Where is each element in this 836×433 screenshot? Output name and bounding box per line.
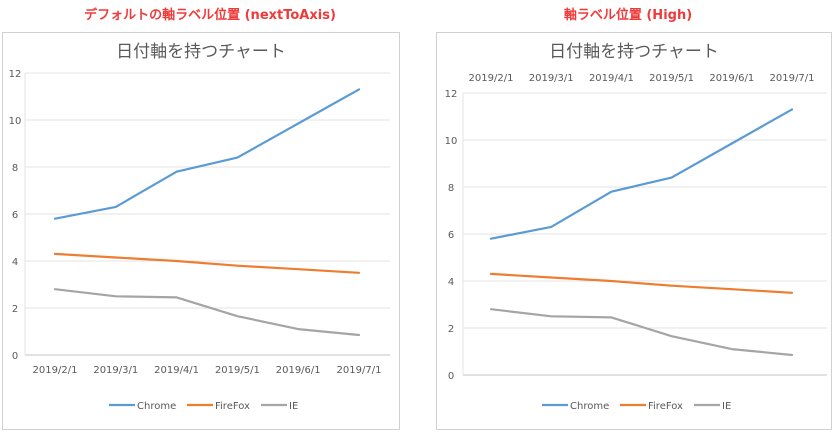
y-tick-label: 4 [448,277,454,288]
y-tick-label: 0 [448,371,454,382]
chart-title: 日付軸を持つチャート [116,42,286,62]
y-tick-label: 2 [12,304,18,315]
x-tick-label: 2019/4/1 [154,365,199,376]
y-tick-label: 8 [12,163,18,174]
x-tick-label: 2019/6/1 [276,365,321,376]
y-tick-label: 6 [12,210,18,221]
series-line-chrome [53,88,361,220]
chart-title: 日付軸を持つチャート [549,42,719,62]
left-caption: デフォルトの軸ラベル位置 (nextToAxis) [84,8,336,23]
series-line-ie [53,288,361,337]
legend-label: IE [289,401,298,412]
x-tick-label: 2019/3/1 [93,365,138,376]
x-tick-label: 2019/2/1 [469,73,514,84]
legend-label: IE [722,401,731,412]
right-caption: 軸ラベル位置 (High) [563,8,693,23]
y-tick-label: 4 [12,257,18,268]
y-tick-label: 10 [445,136,458,147]
series-line-chrome [489,108,794,240]
series-line-ie [489,308,794,357]
y-tick-label: 10 [9,116,22,127]
right-chart-panel: 日付軸を持つチャート 0 2 4 6 8 10 12 2019/2/1 2019/3/1 2019/… [436,32,832,430]
x-tick-label: 2019/3/1 [529,73,574,84]
x-tick-label: 2019/5/1 [215,365,260,376]
y-tick-label: 2 [448,324,454,335]
right-chart: 日付軸を持つチャート 0 2 4 6 8 10 12 2019/2/1 2019/3/1 2019/… [445,42,827,412]
x-tick-label: 2019/5/1 [649,73,694,84]
y-tick-label: 0 [12,351,18,362]
legend-label: Chrome [570,401,609,412]
x-tick-label: 2019/4/1 [589,73,634,84]
y-tick-label: 12 [445,89,458,100]
y-tick-label: 12 [9,69,22,80]
legend-label: FireFox [648,401,683,412]
series-line-firefox [489,272,794,294]
x-tick-label: 2019/7/1 [337,365,382,376]
left-chart: 日付軸を持つチャート 0 2 4 6 8 10 12 2019/2/1 2019/3/1 2019/… [9,42,390,412]
x-tick-label: 2019/2/1 [33,365,78,376]
legend-label: Chrome [137,401,176,412]
legend-label: FireFox [215,401,250,412]
y-tick-label: 6 [448,230,454,241]
series-line-firefox [53,252,361,274]
x-tick-label: 2019/6/1 [709,73,754,84]
y-tick-label: 8 [448,183,454,194]
x-tick-label: 2019/7/1 [770,73,815,84]
left-chart-panel: 日付軸を持つチャート 0 2 4 6 8 10 12 2019/2/1 2019/3/1 2019/… [2,32,400,430]
